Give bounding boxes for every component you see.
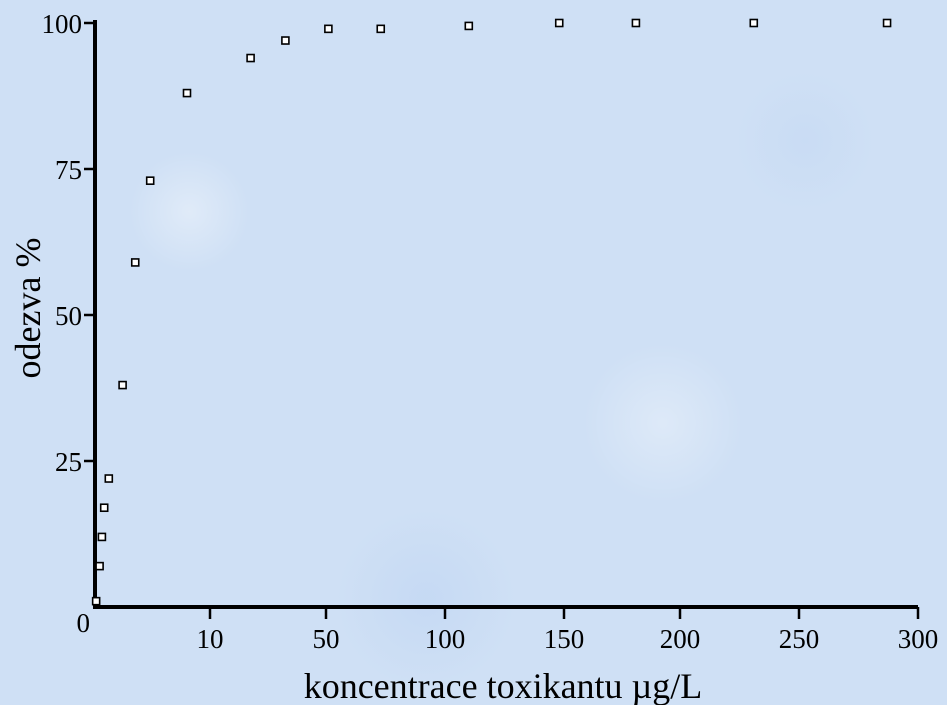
data-point-4	[104, 474, 114, 483]
x-tick-label-10: 10	[197, 624, 224, 654]
data-point-15	[631, 18, 641, 28]
data-point-1	[95, 561, 104, 571]
y-tick-label-100: 100	[42, 9, 83, 39]
x-tick-label-150: 150	[544, 624, 585, 654]
data-point-7	[145, 176, 155, 185]
data-point-0	[91, 596, 101, 606]
data-point-6	[130, 258, 140, 267]
data-point-10	[281, 36, 290, 45]
x-tick-label-100: 100	[425, 624, 466, 654]
y-tick-label-50: 50	[55, 301, 82, 331]
x-tick-label-50: 50	[313, 624, 340, 654]
y-tick-label-0: 0	[77, 608, 91, 638]
data-point-11	[324, 24, 333, 34]
x-tick-label-300: 300	[898, 624, 939, 654]
data-point-2	[97, 532, 107, 542]
data-point-13	[464, 21, 474, 31]
data-point-16	[749, 18, 759, 28]
y-tick-label-75: 75	[55, 155, 82, 185]
x-tick-label-200: 200	[660, 624, 701, 654]
data-points	[91, 18, 892, 606]
x-tick-label-250: 250	[779, 624, 820, 654]
data-point-5	[118, 380, 127, 390]
y-tick-label-25: 25	[55, 447, 82, 477]
data-point-17	[882, 18, 892, 28]
data-point-9	[246, 53, 255, 63]
tick-labels: 0 25 50 75 100 10 50 100 150 200 250 300	[42, 9, 939, 654]
y-axis-title: odezva %	[8, 238, 48, 379]
data-point-3	[99, 503, 109, 513]
x-axis-title: koncentrace toxikantu µg/L	[304, 666, 703, 705]
data-point-8	[182, 88, 192, 98]
data-point-12	[376, 24, 386, 34]
data-point-14	[554, 18, 564, 28]
tick-marks	[84, 21, 920, 619]
